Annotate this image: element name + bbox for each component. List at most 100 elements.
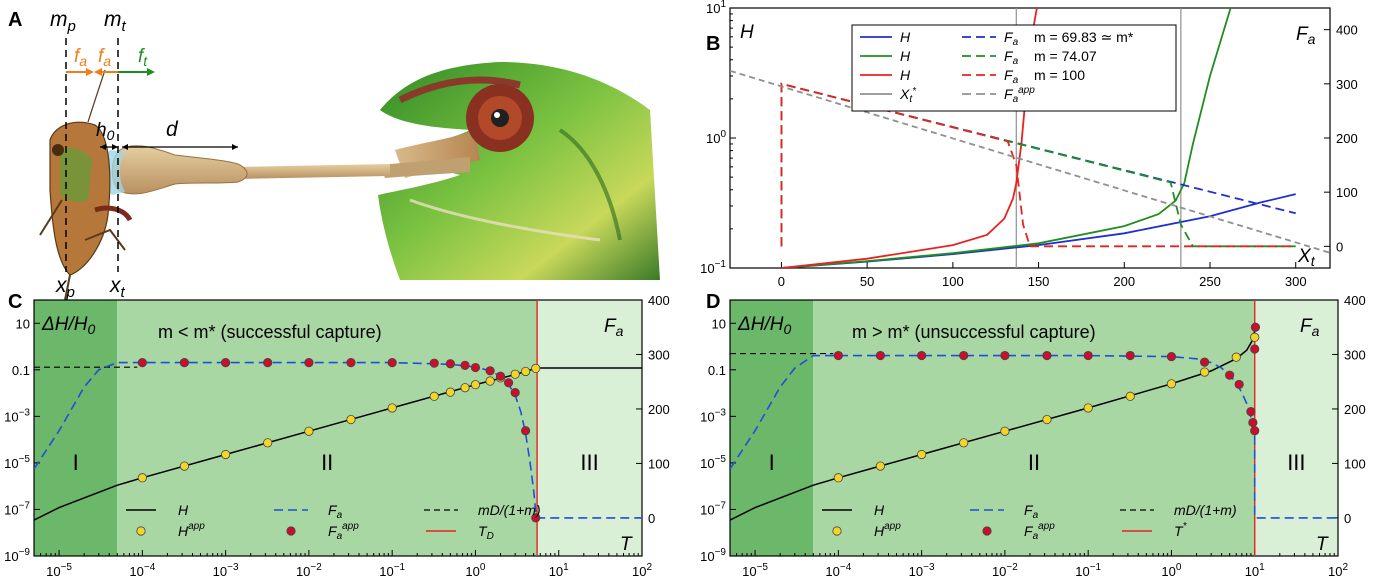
x-tick-label-c: 100 xyxy=(465,562,485,579)
h-app-point-d xyxy=(1125,391,1135,401)
series-d xyxy=(730,300,1338,556)
h-app-point-c xyxy=(179,461,190,471)
f-app-point-c xyxy=(503,378,514,388)
x-tick-label-b: 50 xyxy=(860,274,874,289)
plot-frame-c xyxy=(33,299,643,557)
label-mp: mp xyxy=(50,8,76,35)
y-right-tick-label-b: 0 xyxy=(1336,239,1343,254)
axes-d: 10−5 10−4 10−3 10−2 10−1 100 101 10210−910−710−… xyxy=(700,293,1366,579)
f-app-point-d xyxy=(1250,344,1260,354)
y-right-tick-label-b: 100 xyxy=(1336,185,1358,200)
legend-b-text: H xyxy=(900,67,911,83)
label-d: d xyxy=(166,118,179,141)
h-app-point-c xyxy=(304,426,314,436)
x-axis-label-c: T xyxy=(620,534,633,555)
panel-c: C 10−5 10−4 10−3 10−2 10−1 100 101 10210−910−71… xyxy=(4,291,670,579)
region-ii xyxy=(117,300,538,556)
y-left-tick-label-d: 10−5 xyxy=(700,454,726,471)
y-right-tick-label-c: 0 xyxy=(648,511,655,526)
h-app-point-d xyxy=(1083,403,1093,413)
f-app-point-d xyxy=(1000,350,1010,361)
x-tick-label-b: 250 xyxy=(1199,274,1221,289)
panel-letter-c: C xyxy=(8,291,22,313)
y-right-tick-label-d: 100 xyxy=(1344,456,1366,471)
legend-sym xyxy=(286,526,296,536)
h-app-point-c xyxy=(470,380,481,390)
legend-text-c: TD xyxy=(478,523,494,542)
panel-letter-d: D xyxy=(706,291,720,313)
panel-letter-b: B xyxy=(706,33,720,55)
h-app-point-c xyxy=(429,391,439,401)
y-right-tick-label-d: 400 xyxy=(1344,293,1366,308)
h-app-point-d xyxy=(1000,426,1010,436)
y-right-tick-label-d: 300 xyxy=(1344,347,1366,362)
label-ft: ft xyxy=(138,46,148,69)
y-left-tick-label-c: 10−5 xyxy=(4,454,30,471)
region-label-III: III xyxy=(1287,450,1305,475)
left-axis-label-b: H xyxy=(740,22,754,43)
cricket-drawing xyxy=(39,69,133,301)
legend-text-d: Fa xyxy=(1024,502,1039,521)
f-app-point-c xyxy=(346,358,356,368)
region-ii xyxy=(813,300,1255,556)
panel-b: B 0 50 100 150 200 250 300 10−1 100 101 0 100 200 300… xyxy=(700,0,1358,289)
label-fa-right: fa xyxy=(98,46,111,69)
legend-b-text: Fa xyxy=(1004,67,1019,86)
x-tick-label-c: 10−5 xyxy=(46,562,72,579)
x-tick-label-d: 100 xyxy=(1161,562,1181,579)
y-right-tick-label-d: 200 xyxy=(1344,402,1366,417)
x-tick-label-b: 200 xyxy=(1113,274,1135,289)
f-app-point-c xyxy=(495,371,506,381)
f-app-point-d xyxy=(959,350,969,361)
y-right-tick-label-c: 100 xyxy=(648,456,670,471)
legend-sym xyxy=(982,526,992,536)
x-tick-label-d: 101 xyxy=(1245,562,1265,579)
h-app-point-d xyxy=(1250,332,1260,342)
legend-b-mass: m = 100 xyxy=(1034,67,1085,83)
legend-text-d: mD/(1+m) xyxy=(1174,502,1237,518)
region-labels-c: I II III xyxy=(73,450,599,475)
region-label-III: III xyxy=(580,450,598,475)
x-tick-label-b: 150 xyxy=(1028,274,1050,289)
chameleon-drawing xyxy=(378,62,660,280)
y-left-tick-label-c: 10−7 xyxy=(4,500,30,517)
legend-b-text: Fa xyxy=(1004,29,1019,48)
label-h0: h0 xyxy=(96,120,115,143)
h-app-point-d xyxy=(833,473,843,483)
distance-arrows xyxy=(100,144,238,150)
h-app-point-c xyxy=(387,403,397,413)
label-fa-left: fa xyxy=(74,46,87,69)
f-app-point-d xyxy=(1166,352,1177,362)
f-app-point-c xyxy=(470,362,481,373)
caption-d: m > m* (unsuccessful capture) xyxy=(852,322,1096,342)
y-left-tick-label-c: 10−9 xyxy=(4,547,30,564)
x-tick-label-c: 10−3 xyxy=(213,562,239,579)
h-app-point-c xyxy=(445,387,455,397)
h-app-point-d xyxy=(1231,352,1241,362)
right-axis-label-b: Fa xyxy=(1296,24,1316,47)
region-label-I: I xyxy=(769,450,775,475)
h-app-point-c xyxy=(137,473,147,483)
x-tick-label-c: 10−4 xyxy=(129,562,155,579)
h-app-point-d xyxy=(959,438,969,448)
h-app-point-d xyxy=(917,449,927,460)
f-app-point-c xyxy=(137,358,147,368)
legend-text-d: H xyxy=(874,502,885,518)
legend-text-d: Happ xyxy=(874,521,901,539)
y-left-tick-label-d: 10−7 xyxy=(700,500,726,517)
f-app-point-d xyxy=(1042,350,1052,361)
f-app-point-d xyxy=(833,350,843,361)
region-label-I: I xyxy=(73,450,79,475)
f-app-point-d xyxy=(1083,350,1093,361)
x-tick-label-d: 10−3 xyxy=(909,562,935,579)
f-app-point-d xyxy=(917,350,927,361)
series-b-4 xyxy=(780,82,1296,248)
f-app-point-c xyxy=(304,358,314,368)
x-tick-label-d: 10−2 xyxy=(992,562,1018,579)
h-app-point-d xyxy=(1166,379,1177,389)
x-tick-label-c: 102 xyxy=(632,562,652,579)
